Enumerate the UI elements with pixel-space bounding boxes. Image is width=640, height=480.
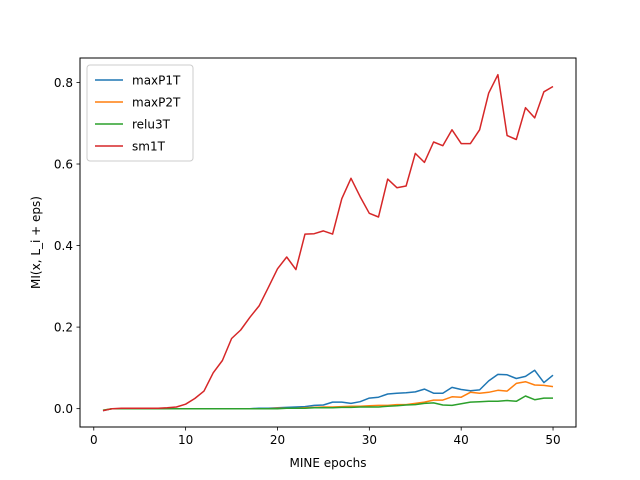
legend-label-sm1T: sm1T [132,140,166,154]
x-axis-label: MINE epochs [289,456,366,470]
x-axis-ticks: 0 10 20 30 40 50 [90,427,561,447]
legend-label-maxP1T: maxP1T [132,74,181,88]
y-tick-label: 0.4 [54,239,73,253]
y-tick-label: 0.0 [54,402,73,416]
legend-box [86,64,194,162]
x-tick-label: 20 [270,433,285,447]
x-tick-label: 10 [178,433,193,447]
y-axis-label: MI(x, L_i + eps) [29,196,43,289]
y-tick-label: 0.2 [54,321,73,335]
y-axis-ticks: 0.0 0.2 0.4 0.6 0.8 [54,76,80,416]
y-tick-label: 0.6 [54,158,73,172]
plot-frame [79,57,577,428]
x-tick-label: 30 [362,433,377,447]
legend-label-relu3T: relu3T [132,118,171,132]
x-tick-label: 50 [545,433,560,447]
series-line-sm1T [102,73,554,412]
legend-label-maxP2T: maxP2T [132,96,181,110]
y-tick-label: 0.8 [54,76,73,90]
series-lines [102,73,554,412]
x-tick-label: 0 [90,433,98,447]
legend: maxP1T maxP2T relu3T sm1T [86,64,194,162]
x-tick-label: 40 [454,433,469,447]
series-line-relu3T [102,395,553,412]
